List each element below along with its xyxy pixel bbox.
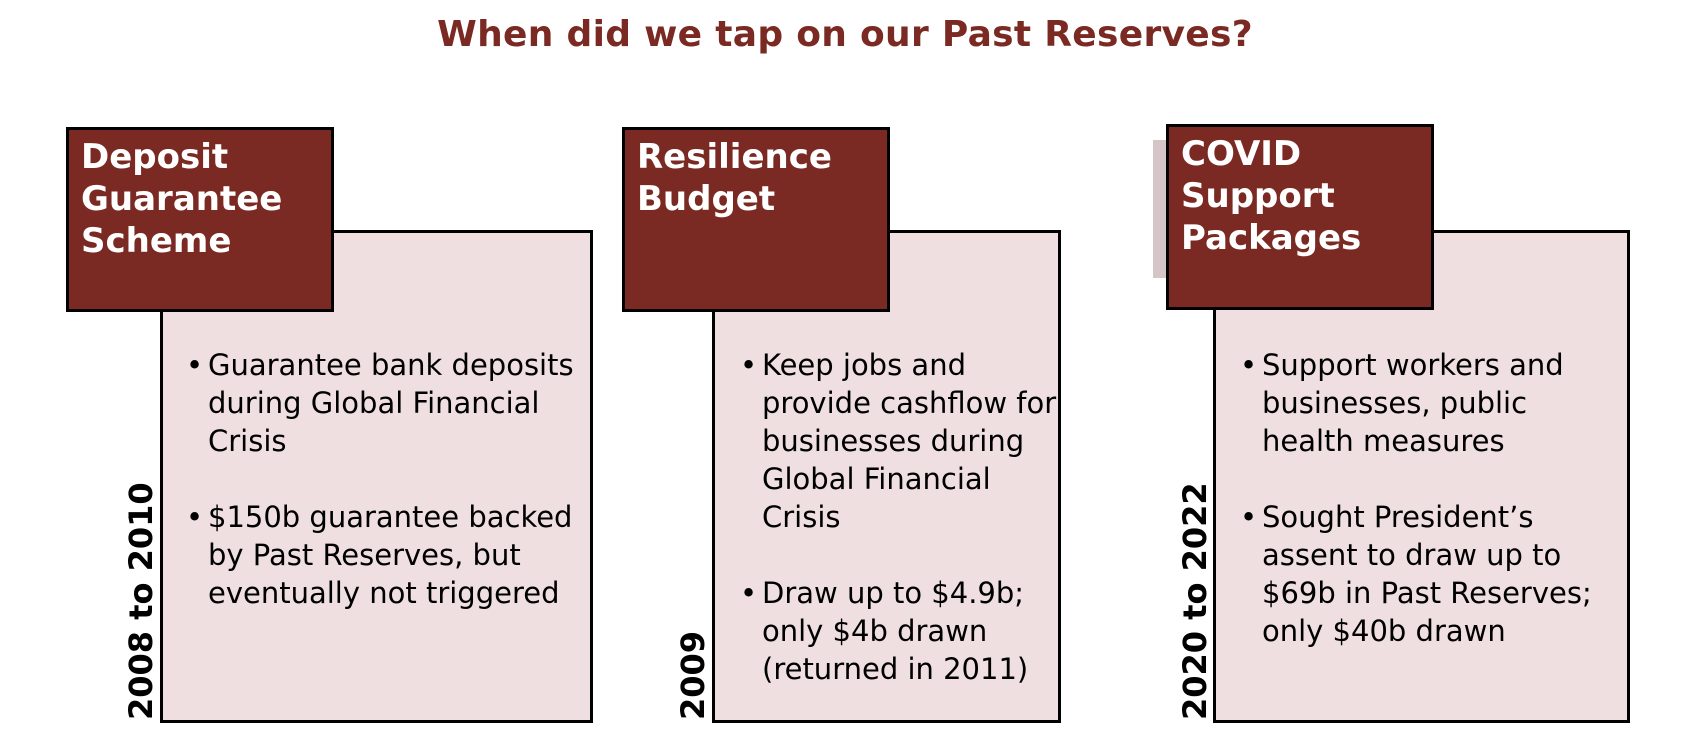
year-label: 2009 bbox=[674, 630, 712, 720]
header-line: Support bbox=[1181, 176, 1335, 216]
card-resilience-budget bbox=[712, 230, 1061, 723]
year-label: 2008 to 2010 bbox=[122, 482, 160, 720]
bullet-item: • $150b guarantee backed by Past Reserves… bbox=[186, 500, 573, 610]
bullet-item: • Guarantee bank deposits during Global F… bbox=[186, 348, 574, 458]
bullet-list: • Guarantee bank deposits during Global F… bbox=[186, 346, 586, 650]
bullet-item: • Sought President’s assent to draw up to… bbox=[1240, 500, 1592, 648]
bullet-item: • Draw up to $4.9b; only $4b drawn (retur… bbox=[740, 576, 1029, 686]
header-line: Resilience bbox=[637, 137, 832, 177]
header-line: Deposit bbox=[81, 137, 229, 177]
bullet-item: • Keep jobs and provide cashflow for busi… bbox=[740, 348, 1057, 534]
bullet-list: • Keep jobs and provide cashflow for busi… bbox=[740, 346, 1058, 726]
header-line: COVID bbox=[1181, 134, 1302, 174]
header-line: Budget bbox=[637, 179, 776, 219]
header-line: Packages bbox=[1181, 218, 1362, 258]
header-line: Scheme bbox=[81, 221, 232, 261]
card-deposit-guarantee-scheme bbox=[160, 230, 593, 723]
header-line: Guarantee bbox=[81, 179, 283, 219]
header-covid-support-packages: COVID Support Packages bbox=[1166, 124, 1434, 310]
page-title: When did we tap on our Past Reserves? bbox=[437, 14, 1253, 55]
header-deposit-guarantee-scheme: Deposit Guarantee Scheme bbox=[66, 127, 334, 312]
bullet-list: • Support workers and businesses, public … bbox=[1240, 346, 1625, 688]
bullet-item: • Support workers and businesses, public … bbox=[1240, 348, 1564, 458]
year-label: 2020 to 2022 bbox=[1176, 482, 1214, 720]
header-resilience-budget: Resilience Budget bbox=[622, 127, 890, 312]
